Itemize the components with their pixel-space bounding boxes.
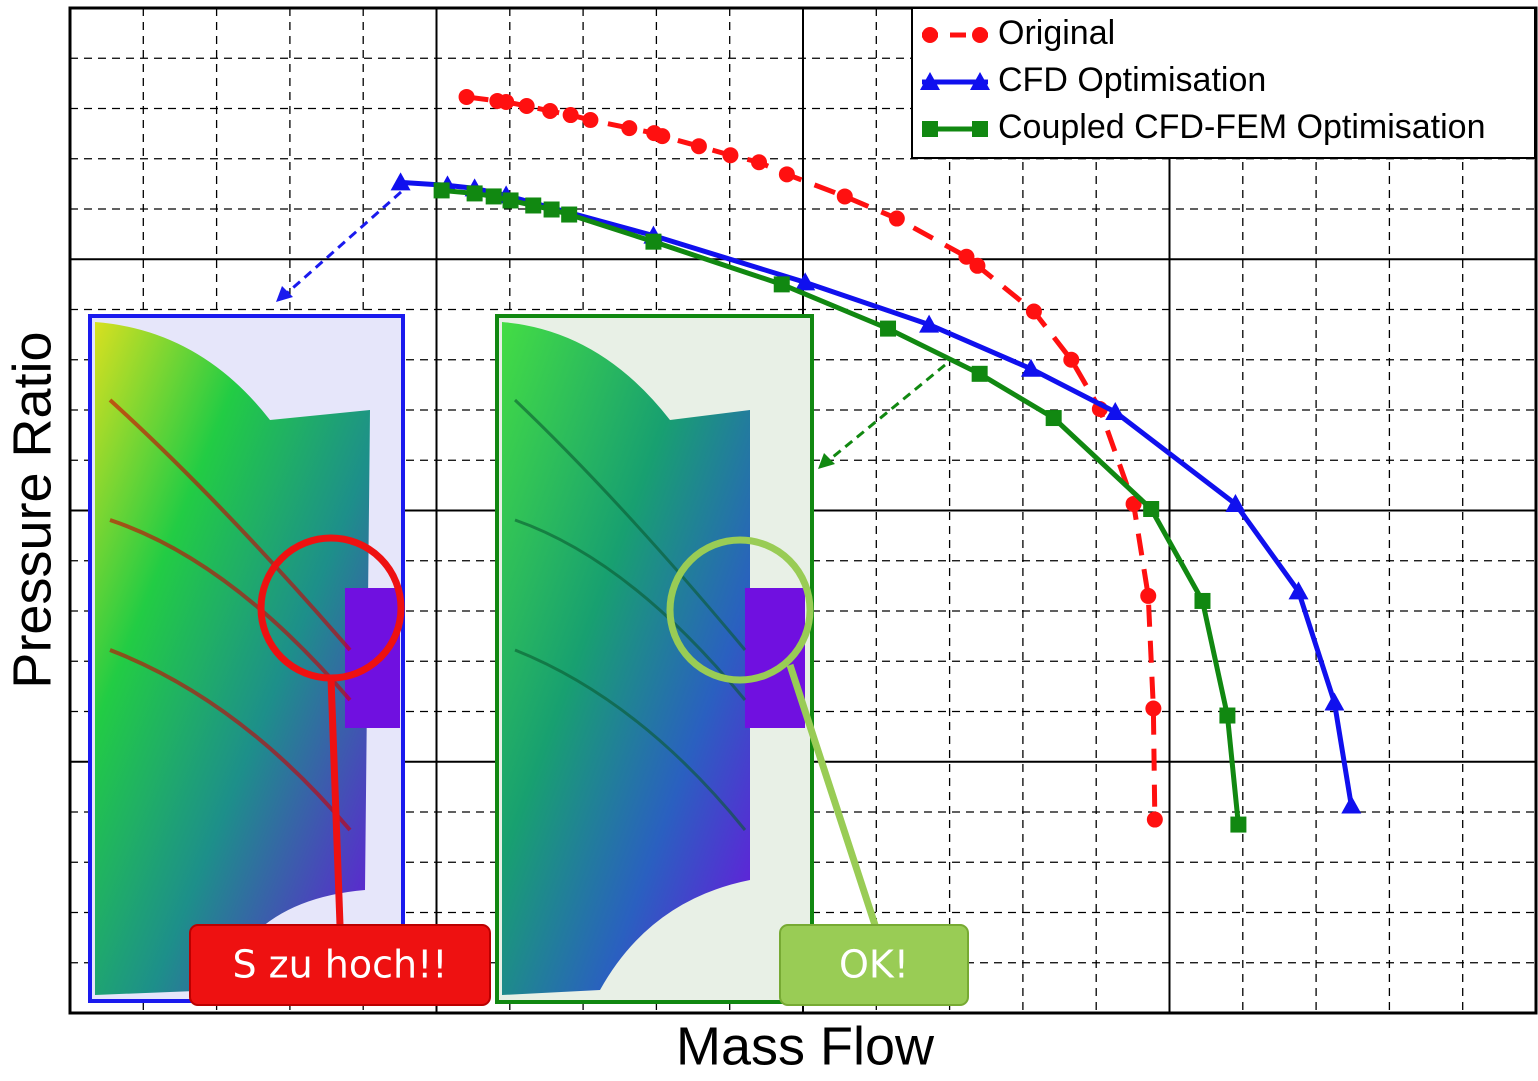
marker	[1063, 352, 1079, 368]
marker	[1046, 410, 1062, 426]
y-axis-label: Pressure Ratio	[2, 331, 62, 688]
marker	[922, 27, 938, 43]
marker	[519, 98, 535, 114]
marker	[969, 258, 985, 274]
marker	[880, 321, 896, 337]
ok-label: OK!	[839, 943, 909, 987]
marker	[467, 185, 483, 201]
marker	[751, 154, 767, 170]
impeller-hub	[345, 588, 400, 728]
marker	[779, 166, 795, 182]
marker	[582, 112, 598, 128]
marker	[434, 182, 450, 198]
marker	[654, 128, 670, 144]
marker	[561, 207, 577, 223]
marker	[525, 197, 541, 213]
legend-label: CFD Optimisation	[998, 61, 1266, 99]
marker	[972, 366, 988, 382]
marker	[1145, 700, 1161, 716]
marker	[542, 103, 558, 119]
warning-label: S zu hoch!!	[232, 943, 447, 987]
marker	[563, 107, 579, 123]
marker	[544, 202, 560, 218]
marker	[1230, 817, 1246, 833]
marker	[1147, 812, 1163, 828]
marker	[459, 89, 475, 105]
marker	[972, 121, 988, 137]
marker	[1143, 501, 1159, 517]
marker	[1026, 304, 1042, 320]
arrow-head	[818, 453, 835, 469]
chart: S zu hoch!! OK! Original CFD Optimisation…	[0, 0, 1538, 1081]
marker	[1140, 588, 1156, 604]
marker	[503, 192, 519, 208]
marker	[1341, 795, 1361, 813]
marker	[922, 121, 938, 137]
marker	[691, 138, 707, 154]
marker	[1194, 593, 1210, 609]
pointer-arrow	[828, 365, 945, 461]
impeller-hub	[745, 588, 805, 728]
marker	[498, 94, 514, 110]
marker	[889, 211, 905, 227]
marker	[645, 234, 661, 250]
marker	[1324, 692, 1344, 710]
x-axis-label: Mass Flow	[676, 1016, 935, 1076]
marker	[972, 27, 988, 43]
marker	[621, 120, 637, 136]
marker	[774, 276, 790, 292]
legend-label: Original	[998, 14, 1115, 52]
legend-label: Coupled CFD-FEM Optimisation	[998, 108, 1485, 146]
marker	[1219, 708, 1235, 724]
marker	[837, 188, 853, 204]
marker	[486, 188, 502, 204]
marker	[722, 147, 738, 163]
pointer-arrow	[286, 192, 401, 294]
